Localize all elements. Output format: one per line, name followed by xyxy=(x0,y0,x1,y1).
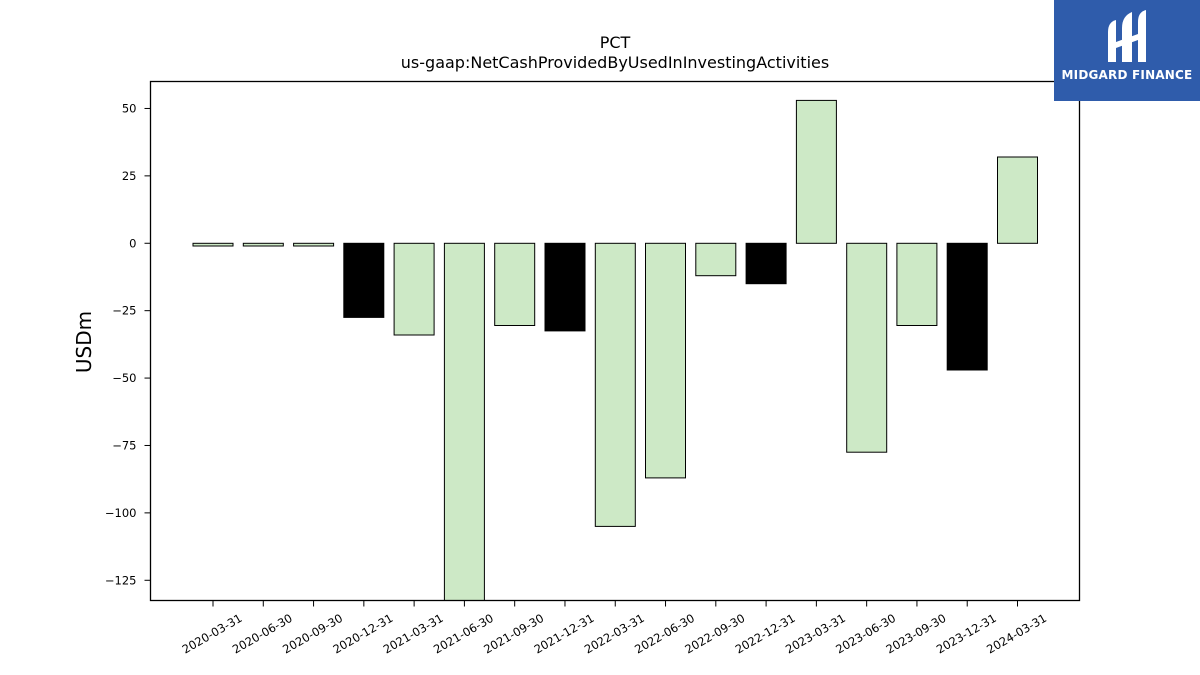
bar-2024-03-31 xyxy=(997,156,1038,244)
y-tick-label: −25 xyxy=(112,304,136,318)
y-tick-label: −125 xyxy=(105,573,137,587)
bar-2021-03-31 xyxy=(393,242,435,336)
bar-2023-09-30 xyxy=(896,242,938,326)
bar-2023-06-30 xyxy=(846,242,888,453)
x-axis: 2020-03-312020-06-302020-09-302020-12-31… xyxy=(180,600,1049,657)
y-tick-label: −75 xyxy=(112,438,136,452)
bar-2022-12-31 xyxy=(745,242,787,285)
bar-2020-06-30 xyxy=(242,242,284,247)
y-tick-label: −50 xyxy=(112,371,136,385)
midgard-finance-logo: MIDGARD FINANCE xyxy=(1054,0,1200,101)
bar-2023-03-31 xyxy=(795,99,837,244)
bar-2020-12-31 xyxy=(343,242,385,318)
chart-subtitle: us-gaap:NetCashProvidedByUsedInInvesting… xyxy=(401,53,829,72)
y-tick-label: 0 xyxy=(129,236,136,250)
bar-2023-12-31 xyxy=(946,242,988,371)
chart-title: PCT xyxy=(600,33,631,52)
y-tick-label: 25 xyxy=(122,169,137,183)
bar-2021-06-30 xyxy=(443,242,485,602)
bar-2022-03-31 xyxy=(594,242,636,527)
bars xyxy=(192,99,1038,602)
bar-2020-03-31 xyxy=(192,242,234,247)
logo-text: MIDGARD FINANCE xyxy=(1061,68,1193,82)
logo-mark-icon xyxy=(1108,10,1146,62)
bar-2022-09-30 xyxy=(695,242,737,277)
y-tick-label: 50 xyxy=(122,101,137,115)
y-axis: 50 25 0 −25 −50 −75 −100 −125 xyxy=(105,101,151,587)
bar-2021-12-31 xyxy=(544,242,586,332)
bar-2022-06-30 xyxy=(645,242,686,479)
y-tick-label: −100 xyxy=(105,506,137,520)
bar-2020-09-30 xyxy=(293,242,335,247)
y-axis-label: USDm xyxy=(72,311,96,373)
bar-2021-09-30 xyxy=(494,242,536,326)
plot-frame xyxy=(149,80,1081,602)
